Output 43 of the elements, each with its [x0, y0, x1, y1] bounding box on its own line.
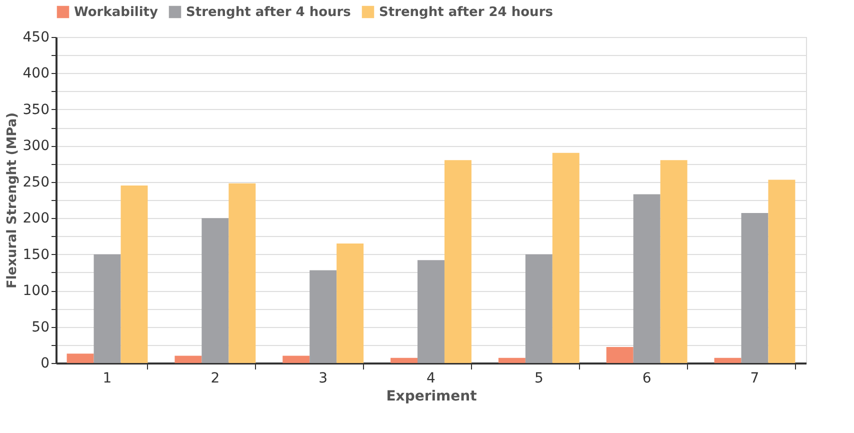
bar — [228, 183, 256, 363]
bar — [418, 260, 444, 363]
bar — [552, 152, 580, 363]
y-tick-label: 150 — [22, 246, 50, 263]
y-axis-title: Flexural Strenght (MPa) — [4, 112, 20, 289]
bar — [498, 358, 526, 363]
y-tick-label: 50 — [32, 319, 50, 336]
y-tick-label: 350 — [22, 102, 50, 118]
legend-label: Strenght after 4 hours — [186, 5, 352, 20]
y-tick-label: 250 — [22, 174, 50, 190]
y-tick-label: 400 — [22, 66, 50, 82]
bar — [768, 180, 796, 363]
bar — [202, 218, 229, 363]
bar — [633, 194, 660, 363]
bar — [310, 270, 337, 363]
bar — [120, 186, 148, 363]
bar — [282, 356, 310, 363]
y-tick-label: 200 — [22, 210, 50, 227]
x-tick-label: 1 — [102, 370, 112, 386]
legend-label: Workability — [74, 5, 159, 20]
bar — [606, 347, 634, 363]
x-tick-label: 7 — [750, 370, 760, 386]
y-tick-label: 450 — [22, 30, 50, 46]
y-tick-label: 100 — [22, 283, 50, 300]
bar — [66, 354, 94, 363]
y-tick-label: 0 — [40, 356, 50, 372]
bar — [336, 243, 364, 363]
x-tick-label: 4 — [426, 370, 436, 386]
x-tick-label: 5 — [534, 370, 544, 386]
x-axis-title: Experiment — [386, 388, 478, 404]
legend-label: Strenght after 24 hours — [379, 5, 554, 20]
bar — [390, 358, 418, 363]
bar — [174, 356, 202, 363]
bar — [525, 254, 552, 363]
y-tick-label: 300 — [22, 138, 50, 154]
bar — [660, 160, 688, 363]
x-tick-label: 2 — [210, 370, 220, 386]
x-tick-label: 6 — [642, 370, 652, 386]
bar — [94, 254, 121, 363]
bar — [741, 213, 768, 363]
x-tick-label: 3 — [318, 370, 328, 386]
bar — [714, 358, 742, 363]
bar — [444, 160, 472, 363]
